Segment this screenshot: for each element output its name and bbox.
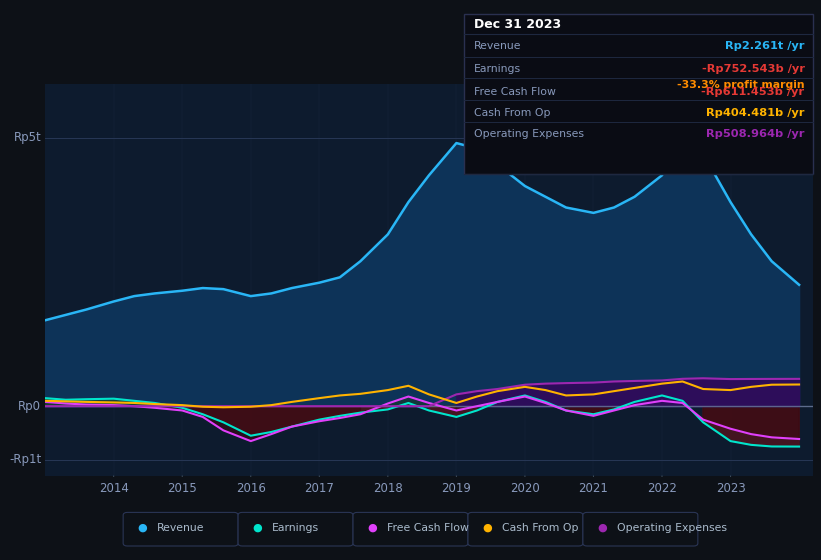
Text: Rp5t: Rp5t (14, 131, 41, 144)
Text: 2017: 2017 (305, 483, 334, 496)
Text: Revenue: Revenue (474, 41, 521, 51)
Text: Rp2.261t /yr: Rp2.261t /yr (725, 41, 805, 51)
Text: 2020: 2020 (510, 483, 539, 496)
Text: Free Cash Flow: Free Cash Flow (474, 87, 556, 97)
Text: ●: ● (137, 523, 147, 533)
Text: Operating Expenses: Operating Expenses (474, 129, 584, 139)
Text: Rp508.964b /yr: Rp508.964b /yr (706, 129, 805, 139)
Text: Operating Expenses: Operating Expenses (617, 523, 727, 533)
Text: 2018: 2018 (373, 483, 403, 496)
Text: Cash From Op: Cash From Op (474, 108, 550, 118)
Text: 2015: 2015 (167, 483, 197, 496)
Text: -Rp752.543b /yr: -Rp752.543b /yr (702, 64, 805, 74)
Text: Revenue: Revenue (157, 523, 204, 533)
Text: 2019: 2019 (442, 483, 471, 496)
Text: Rp404.481b /yr: Rp404.481b /yr (706, 108, 805, 118)
Text: Dec 31 2023: Dec 31 2023 (474, 18, 561, 31)
Text: -33.3% profit margin: -33.3% profit margin (677, 80, 805, 90)
Text: Rp0: Rp0 (18, 400, 41, 413)
Text: Earnings: Earnings (474, 64, 521, 74)
Text: ●: ● (367, 523, 377, 533)
Text: 2022: 2022 (647, 483, 677, 496)
Text: 2014: 2014 (99, 483, 129, 496)
Text: ●: ● (482, 523, 492, 533)
Text: Earnings: Earnings (272, 523, 319, 533)
Text: -Rp611.453b /yr: -Rp611.453b /yr (701, 87, 805, 97)
Text: ●: ● (597, 523, 607, 533)
Text: 2021: 2021 (579, 483, 608, 496)
Text: Cash From Op: Cash From Op (502, 523, 578, 533)
Text: ●: ● (252, 523, 262, 533)
Text: Free Cash Flow: Free Cash Flow (387, 523, 469, 533)
Text: 2023: 2023 (716, 483, 745, 496)
Text: 2016: 2016 (236, 483, 266, 496)
Text: -Rp1t: -Rp1t (9, 454, 41, 466)
